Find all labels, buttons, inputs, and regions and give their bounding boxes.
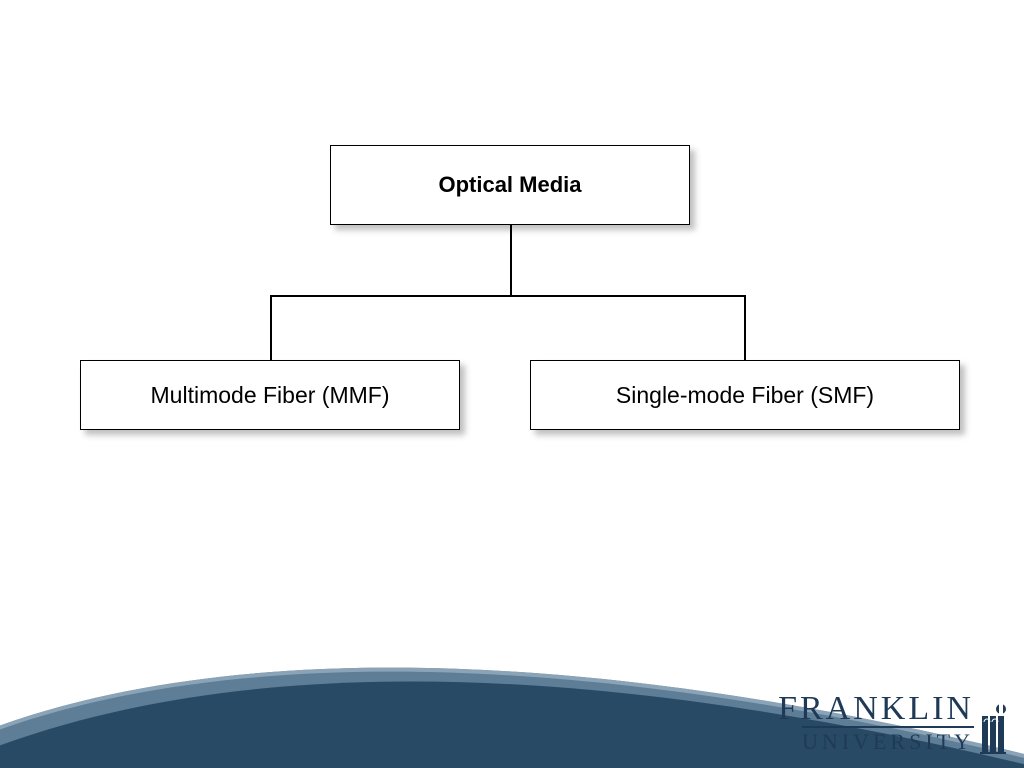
brand-logo-wrap: FRANKLIN UNIVERSITY bbox=[778, 692, 1006, 754]
brand-logo-text: FRANKLIN UNIVERSITY bbox=[778, 692, 974, 754]
tree-child-node: Single-mode Fiber (SMF) bbox=[530, 360, 960, 430]
brand-logo: FRANKLIN UNIVERSITY bbox=[778, 692, 1006, 754]
tree-root-label: Optical Media bbox=[438, 172, 581, 198]
connector-trunk bbox=[510, 225, 512, 295]
connector-left bbox=[270, 295, 272, 360]
tree-child-node: Multimode Fiber (MMF) bbox=[80, 360, 460, 430]
connector-crossbar bbox=[270, 295, 746, 297]
tree-root-node: Optical Media bbox=[330, 145, 690, 225]
tree-child-label: Multimode Fiber (MMF) bbox=[151, 382, 390, 409]
brand-logo-bottom: UNIVERSITY bbox=[802, 726, 974, 753]
brand-logo-mark-icon bbox=[980, 702, 1006, 754]
brand-logo-top: FRANKLIN bbox=[778, 692, 974, 726]
connector-right bbox=[744, 295, 746, 360]
slide: Optical Media Multimode Fiber (MMF) Sing… bbox=[0, 0, 1024, 768]
tree-child-label: Single-mode Fiber (SMF) bbox=[616, 382, 874, 409]
brand-logo-bottom-wrap: UNIVERSITY bbox=[778, 726, 974, 754]
